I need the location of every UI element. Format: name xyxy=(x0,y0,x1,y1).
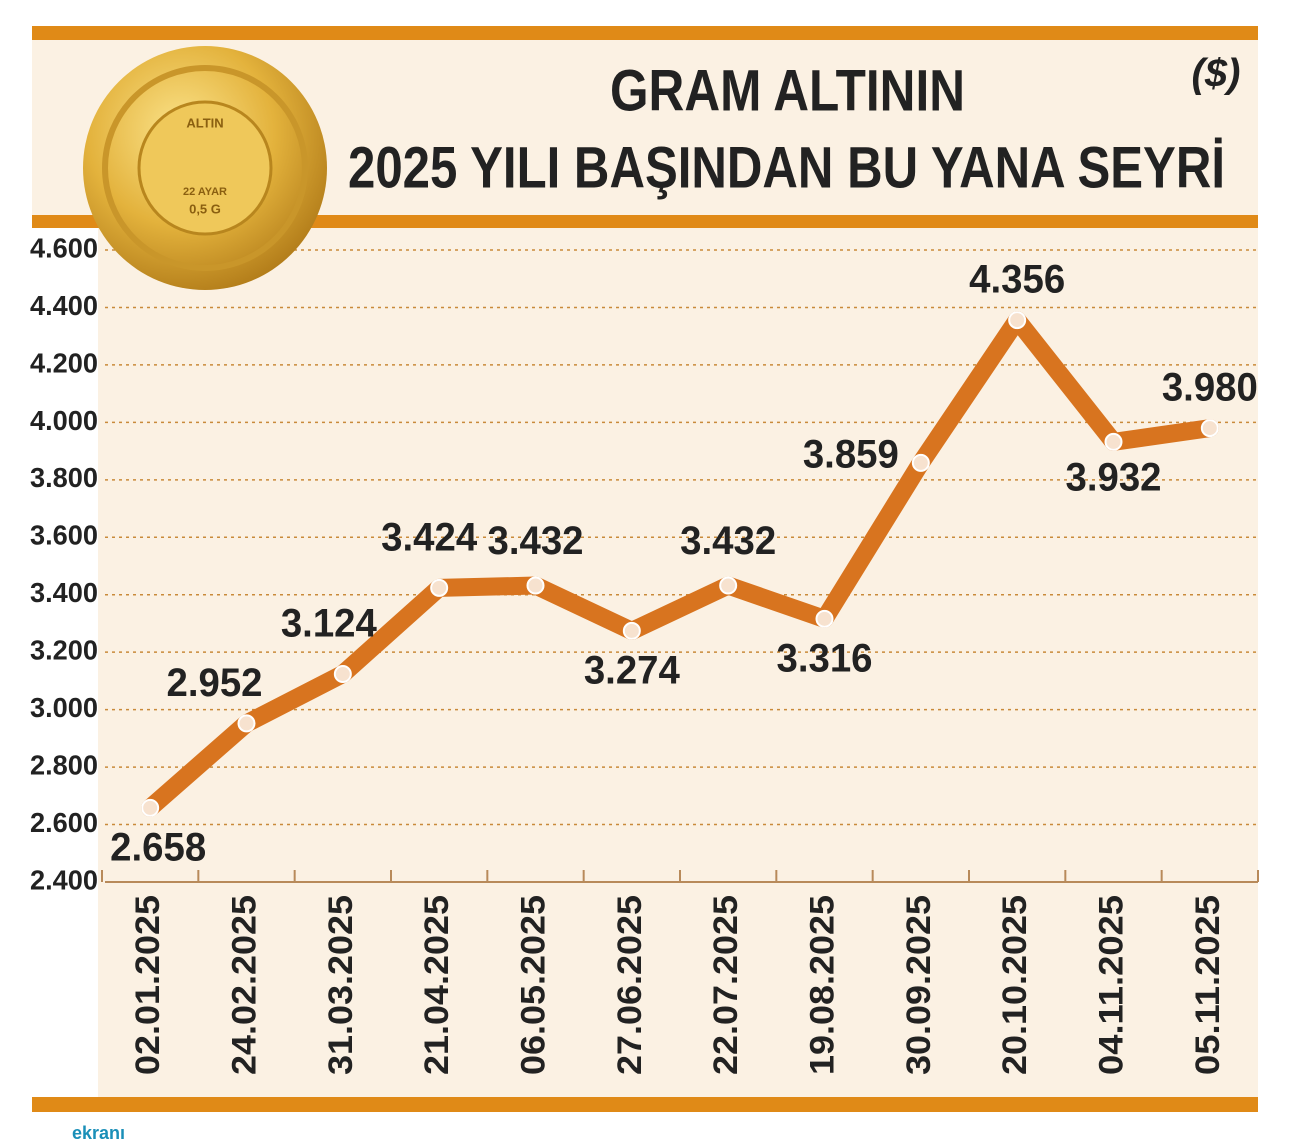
x-tick-label: 02.01.2025 xyxy=(129,895,167,1075)
point-marker xyxy=(815,609,834,628)
y-tick-label: 3.400 xyxy=(30,577,98,608)
y-tick-label: 4.200 xyxy=(30,347,98,378)
y-tick-label: 3.000 xyxy=(30,692,98,723)
x-tick-label: 31.03.2025 xyxy=(322,895,360,1075)
coin-ring xyxy=(102,65,308,271)
data-label: 3.424 xyxy=(381,515,478,559)
point-marker xyxy=(333,665,352,684)
data-label: 4.356 xyxy=(969,258,1065,302)
x-tick-label: 21.04.2025 xyxy=(418,895,456,1075)
data-label: 3.274 xyxy=(584,648,681,692)
plot: 2.400 2.600 2.800 3.000 3.200 3.400 3.600 3.800… xyxy=(30,232,1259,1075)
data-label: 3.432 xyxy=(680,519,776,563)
coin: ALTIN 22 AYAR 0,5 G xyxy=(83,46,327,290)
point-marker xyxy=(911,453,930,472)
y-tick-label: 2.400 xyxy=(30,864,98,895)
chart-title: GRAM ALTININ xyxy=(610,58,965,123)
top-band xyxy=(32,26,1258,40)
y-tick-label: 2.600 xyxy=(30,807,98,838)
unit-label: ($) xyxy=(1192,52,1241,96)
point-marker xyxy=(1200,419,1219,438)
source-logo: ekranı xyxy=(72,1123,125,1143)
x-tick-label: 27.06.2025 xyxy=(611,895,649,1075)
point-marker xyxy=(430,578,449,597)
y-tick-label: 4.400 xyxy=(30,290,98,321)
point-marker xyxy=(526,576,545,595)
data-label: 3.316 xyxy=(777,636,873,680)
point-marker xyxy=(719,576,738,595)
y-tick-label: 4.000 xyxy=(30,405,98,436)
x-tick-label: 22.07.2025 xyxy=(707,895,745,1075)
y-tick-label: 3.200 xyxy=(30,635,98,666)
data-label: 3.432 xyxy=(488,519,584,563)
chart-title: 2025 YILI BAŞINDAN BU YANA SEYRİ xyxy=(348,135,1225,200)
point-marker xyxy=(141,798,160,817)
x-tick-label: 20.10.2025 xyxy=(996,895,1034,1075)
x-tick-label: 05.11.2025 xyxy=(1189,895,1227,1075)
data-label: 2.658 xyxy=(110,825,206,869)
coin-label: 22 AYAR xyxy=(183,186,227,198)
point-marker xyxy=(1008,311,1027,330)
coin-label: 0,5 G xyxy=(189,201,221,216)
x-tick-label: 19.08.2025 xyxy=(803,895,841,1075)
y-tick-label: 2.800 xyxy=(30,749,98,780)
y-tick-label: 3.800 xyxy=(30,462,98,493)
data-label: 3.932 xyxy=(1066,455,1162,499)
coin-center xyxy=(137,100,273,236)
point-marker xyxy=(237,714,256,733)
x-tick-label: 06.05.2025 xyxy=(514,895,552,1075)
data-label: 3.859 xyxy=(803,432,899,476)
data-label: 3.124 xyxy=(281,602,378,646)
coin-label: ALTIN xyxy=(186,115,223,130)
bottom-band xyxy=(32,1097,1258,1112)
x-tick-label: 30.09.2025 xyxy=(900,895,938,1075)
x-tick-label: 24.02.2025 xyxy=(225,895,263,1075)
data-label: 2.952 xyxy=(167,661,263,705)
y-tick-label: 3.600 xyxy=(30,520,98,551)
header-band xyxy=(32,215,1258,228)
point-marker xyxy=(622,621,641,640)
series-line xyxy=(141,311,1219,817)
y-tick-label: 4.600 xyxy=(30,232,98,263)
x-tick-label: 04.11.2025 xyxy=(1092,895,1130,1075)
data-label: 3.980 xyxy=(1162,366,1258,410)
point-marker xyxy=(1104,432,1123,451)
